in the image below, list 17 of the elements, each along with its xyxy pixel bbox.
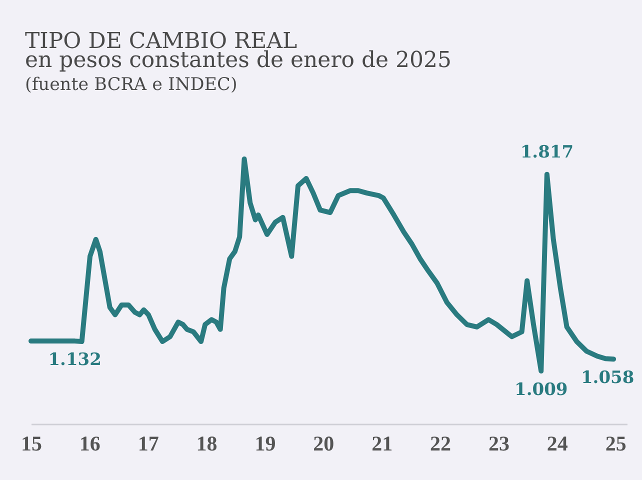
x-tick-label: 15 (21, 432, 42, 456)
data-label: 1.132 (48, 350, 102, 370)
x-tick-label: 21 (372, 432, 393, 456)
text: (fuente BCRA e INDEC) (25, 75, 238, 95)
data-label: 1.009 (514, 380, 568, 400)
x-tick-label: 24 (546, 432, 568, 456)
data-label: 1.058 (580, 368, 634, 388)
x-tick-label: 23 (488, 432, 510, 456)
x-tick-label: 17 (138, 432, 159, 456)
x-tick-label: 18 (196, 432, 218, 456)
x-tick-label: 20 (313, 432, 334, 456)
chart-subtitle: en pesos constantes de enero de 2025 (25, 48, 452, 73)
x-tick-label: 19 (254, 432, 276, 456)
x-tick-label: 16 (79, 432, 100, 456)
x-tick-label: 22 (430, 432, 452, 456)
x-tick-label: 25 (605, 432, 626, 456)
data-label: 1.817 (520, 142, 574, 162)
